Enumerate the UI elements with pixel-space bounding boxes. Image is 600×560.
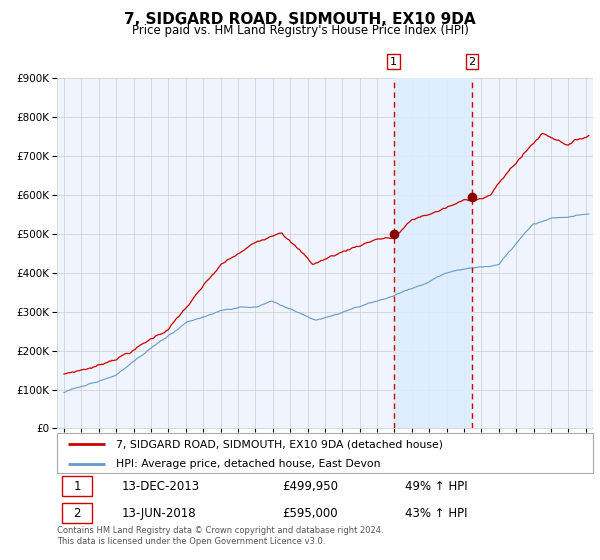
Text: Price paid vs. HM Land Registry's House Price Index (HPI): Price paid vs. HM Land Registry's House …: [131, 24, 469, 37]
Text: 2: 2: [469, 57, 475, 67]
Bar: [394, 78, 472, 428]
Text: Contains HM Land Registry data © Crown copyright and database right 2024.
This d: Contains HM Land Registry data © Crown c…: [57, 526, 383, 546]
Text: 7, SIDGARD ROAD, SIDMOUTH, EX10 9DA (detached house): 7, SIDGARD ROAD, SIDMOUTH, EX10 9DA (det…: [116, 439, 443, 449]
Text: 7, SIDGARD ROAD, SIDMOUTH, EX10 9DA: 7, SIDGARD ROAD, SIDMOUTH, EX10 9DA: [124, 12, 476, 27]
Text: 2: 2: [73, 507, 81, 520]
Text: £499,950: £499,950: [282, 480, 338, 493]
Text: 1: 1: [390, 57, 397, 67]
Text: 13-JUN-2018: 13-JUN-2018: [121, 507, 196, 520]
Bar: [62, 477, 92, 497]
Text: 49% ↑ HPI: 49% ↑ HPI: [405, 480, 468, 493]
Text: £595,000: £595,000: [282, 507, 338, 520]
Text: 13-DEC-2013: 13-DEC-2013: [121, 480, 199, 493]
Bar: [62, 503, 92, 523]
Text: HPI: Average price, detached house, East Devon: HPI: Average price, detached house, East…: [116, 459, 380, 469]
Text: 1: 1: [73, 480, 81, 493]
Text: 43% ↑ HPI: 43% ↑ HPI: [405, 507, 468, 520]
